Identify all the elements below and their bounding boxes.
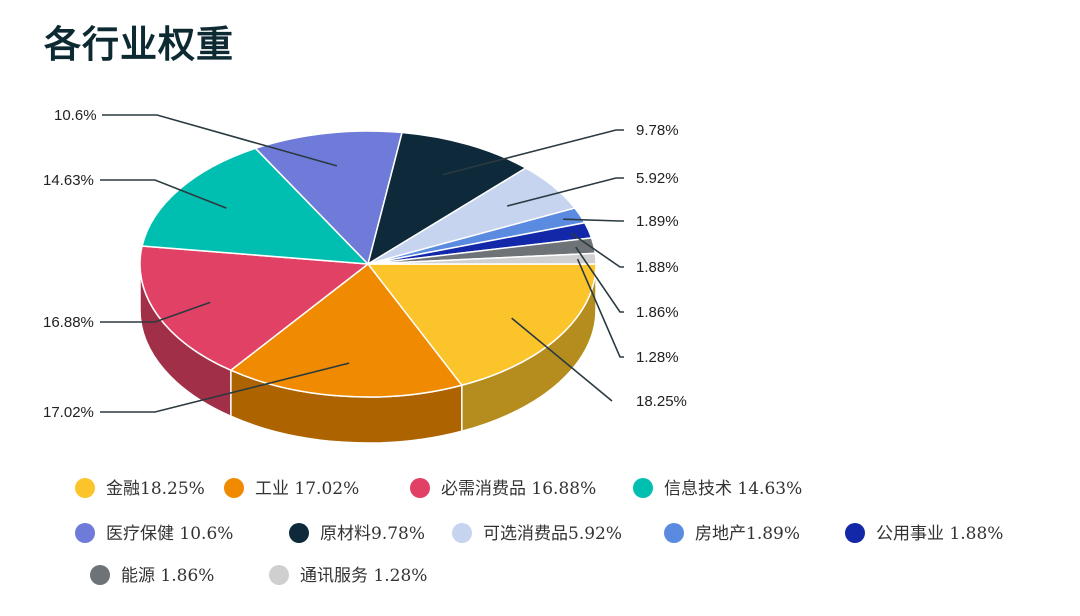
legend-marker-1[interactable] [224,478,244,498]
leader-line-7 [563,218,624,222]
legend-label-1[interactable]: 工业 17.02% [255,479,359,499]
leader-line-8 [570,232,624,268]
leader-line-1 [100,362,350,413]
leader-line-0 [511,317,613,402]
slice-1[interactable] [229,262,464,398]
data-label-9: 1.86% [636,304,679,321]
page-title: 各行业权重 [44,23,234,66]
legend-marker-4[interactable] [75,523,95,543]
slice-10[interactable] [367,252,597,265]
data-label-1: 17.02% [43,404,94,421]
legend-label-3[interactable]: 信息技术 14.63% [664,479,802,499]
legend-marker-7[interactable] [664,523,684,543]
legend-marker-2[interactable] [410,478,430,498]
data-label-4: 10.6% [54,107,97,124]
legend-marker-5[interactable] [289,523,309,543]
slice-0[interactable] [366,263,597,387]
percentage-labels: 18.25% 17.02% 16.88% 14.63% 10.6% 9.78% 5.92% 1… [43,107,687,421]
legend-label-2[interactable]: 必需消费品 16.88% [441,479,596,499]
legend-marker-9[interactable] [90,565,110,585]
data-label-10: 1.28% [636,349,679,366]
data-label-0: 18.25% [636,393,687,410]
leader-line-3 [100,179,227,209]
legend: 金融18.25% 工业 17.02% 必需消费品 16.88% 信息技术 14.63%… [75,478,1003,586]
slice-5[interactable] [366,131,528,266]
legend-label-4[interactable]: 医疗保健 10.6% [106,524,233,544]
leader-line-10 [576,258,624,358]
legend-marker-10[interactable] [269,565,289,585]
data-label-7: 1.89% [636,213,679,230]
legend-marker-0[interactable] [75,478,95,498]
pie-top-layer [139,130,597,398]
legend-marker-8[interactable] [845,523,865,543]
leader-lines [100,114,624,413]
legend-label-7[interactable]: 房地产1.89% [695,524,800,544]
legend-marker-3[interactable] [633,478,653,498]
slice-2[interactable] [139,245,370,372]
leader-line-6 [506,177,624,207]
legend-label-5[interactable]: 原材料9.78% [320,524,425,544]
leader-line-2 [100,301,211,323]
data-label-6: 5.92% [636,170,679,187]
leader-line-4 [102,114,338,167]
data-label-8: 1.88% [636,259,679,276]
legend-label-9[interactable]: 能源 1.86% [121,566,214,586]
data-label-5: 9.78% [636,122,679,139]
legend-label-8[interactable]: 公用事业 1.88% [876,524,1003,544]
legend-label-0[interactable]: 金融18.25% [106,479,205,499]
legend-label-10[interactable]: 通讯服务 1.28% [300,566,427,586]
leader-line-9 [575,246,624,313]
leader-line-5 [443,129,624,176]
legend-label-6[interactable]: 可选消费品5.92% [483,524,622,544]
data-label-3: 14.63% [43,172,94,189]
legend-marker-6[interactable] [452,523,472,543]
data-label-2: 16.88% [43,314,94,331]
